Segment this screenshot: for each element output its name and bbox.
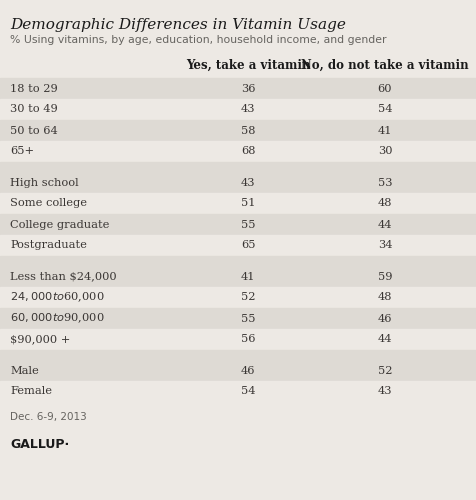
Text: 54: 54 — [241, 386, 255, 396]
Text: 46: 46 — [378, 314, 392, 324]
Text: 44: 44 — [378, 220, 392, 230]
Bar — [0, 214, 476, 235]
Text: College graduate: College graduate — [10, 220, 109, 230]
Text: 36: 36 — [241, 84, 255, 94]
Bar — [0, 360, 476, 381]
Bar — [0, 172, 476, 193]
Text: GALLUP·: GALLUP· — [10, 438, 69, 451]
Text: 59: 59 — [378, 272, 392, 281]
Bar — [0, 193, 476, 214]
Text: Demographic Differences in Vitamin Usage: Demographic Differences in Vitamin Usage — [10, 18, 346, 32]
Text: 54: 54 — [378, 104, 392, 115]
Text: Female: Female — [10, 386, 52, 396]
Text: 56: 56 — [241, 334, 255, 344]
Bar — [0, 329, 476, 350]
Text: Less than $24,000: Less than $24,000 — [10, 272, 117, 281]
Bar — [0, 350, 476, 360]
Text: 52: 52 — [241, 292, 255, 302]
Text: 30: 30 — [378, 146, 392, 156]
Text: 50 to 64: 50 to 64 — [10, 126, 58, 136]
Text: 65: 65 — [241, 240, 255, 250]
Text: 43: 43 — [241, 178, 255, 188]
Text: 34: 34 — [378, 240, 392, 250]
Bar — [0, 120, 476, 141]
Text: 53: 53 — [378, 178, 392, 188]
Text: 55: 55 — [241, 314, 255, 324]
Text: $60,000 to $90,000: $60,000 to $90,000 — [10, 312, 105, 326]
Text: Yes, take a vitamin: Yes, take a vitamin — [186, 59, 310, 72]
Text: Some college: Some college — [10, 198, 87, 208]
Text: 30 to 49: 30 to 49 — [10, 104, 58, 115]
Bar — [0, 381, 476, 402]
Text: 55: 55 — [241, 220, 255, 230]
Bar — [0, 287, 476, 308]
Text: 46: 46 — [241, 366, 255, 376]
Text: 41: 41 — [378, 126, 392, 136]
Text: Dec. 6-9, 2013: Dec. 6-9, 2013 — [10, 412, 87, 422]
Text: 60: 60 — [378, 84, 392, 94]
Text: High school: High school — [10, 178, 79, 188]
Text: 65+: 65+ — [10, 146, 34, 156]
Text: 44: 44 — [378, 334, 392, 344]
Bar — [0, 266, 476, 287]
Text: 48: 48 — [378, 292, 392, 302]
Text: 48: 48 — [378, 198, 392, 208]
Bar — [0, 78, 476, 99]
Text: 58: 58 — [241, 126, 255, 136]
Bar — [0, 141, 476, 162]
Text: Male: Male — [10, 366, 39, 376]
Text: $90,000 +: $90,000 + — [10, 334, 70, 344]
Bar — [0, 308, 476, 329]
Text: 41: 41 — [241, 272, 255, 281]
Text: 18 to 29: 18 to 29 — [10, 84, 58, 94]
Text: % Using vitamins, by age, education, household income, and gender: % Using vitamins, by age, education, hou… — [10, 35, 387, 45]
Text: No, do not take a vitamin: No, do not take a vitamin — [301, 59, 469, 72]
Text: Postgraduate: Postgraduate — [10, 240, 87, 250]
Bar — [0, 162, 476, 172]
Text: 68: 68 — [241, 146, 255, 156]
Bar — [0, 256, 476, 266]
Bar — [0, 99, 476, 120]
Text: $24,000 to $60,000: $24,000 to $60,000 — [10, 290, 105, 304]
Bar — [0, 235, 476, 256]
Text: 52: 52 — [378, 366, 392, 376]
Text: 43: 43 — [378, 386, 392, 396]
Text: 43: 43 — [241, 104, 255, 115]
Text: 51: 51 — [241, 198, 255, 208]
